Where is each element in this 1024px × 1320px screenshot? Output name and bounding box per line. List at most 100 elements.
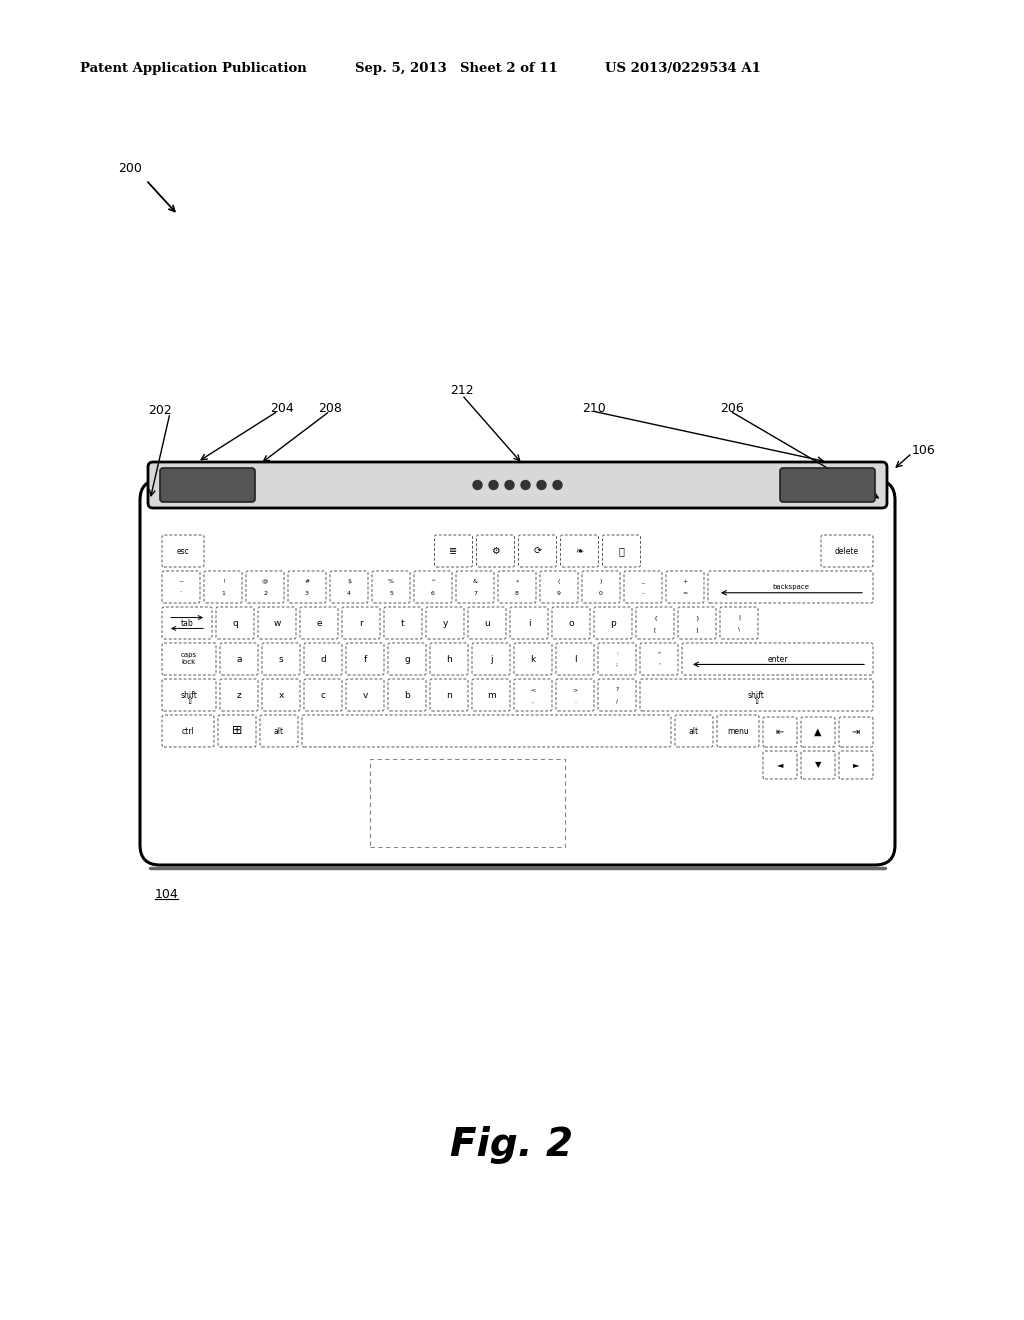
FancyBboxPatch shape <box>514 678 552 711</box>
Text: ⚙: ⚙ <box>492 546 500 556</box>
FancyBboxPatch shape <box>304 678 342 711</box>
FancyBboxPatch shape <box>302 715 671 747</box>
FancyBboxPatch shape <box>162 678 216 711</box>
Text: s: s <box>279 655 284 664</box>
Text: 208: 208 <box>318 401 342 414</box>
Text: ►: ► <box>853 760 859 770</box>
Text: ⟳: ⟳ <box>534 546 542 556</box>
Circle shape <box>473 480 482 490</box>
FancyBboxPatch shape <box>162 643 216 675</box>
Text: :: : <box>616 651 618 656</box>
Text: 0: 0 <box>599 591 603 595</box>
Text: ▲: ▲ <box>814 727 821 737</box>
FancyBboxPatch shape <box>388 643 426 675</box>
FancyBboxPatch shape <box>763 717 797 747</box>
Text: q: q <box>232 619 238 627</box>
FancyBboxPatch shape <box>262 678 300 711</box>
Text: 9: 9 <box>557 591 561 595</box>
Text: +: + <box>682 579 688 583</box>
FancyBboxPatch shape <box>426 607 464 639</box>
Text: c: c <box>321 690 326 700</box>
FancyBboxPatch shape <box>218 715 256 747</box>
Text: ~: ~ <box>178 579 183 583</box>
Text: ≣: ≣ <box>450 546 458 556</box>
Text: w: w <box>273 619 281 627</box>
FancyBboxPatch shape <box>220 643 258 675</box>
FancyBboxPatch shape <box>258 607 296 639</box>
Text: _: _ <box>641 579 644 583</box>
Text: y: y <box>442 619 447 627</box>
Text: 212: 212 <box>450 384 474 396</box>
FancyBboxPatch shape <box>640 678 873 711</box>
Text: ⇤: ⇤ <box>776 727 784 737</box>
FancyBboxPatch shape <box>682 643 873 675</box>
Text: Patent Application Publication: Patent Application Publication <box>80 62 307 75</box>
FancyBboxPatch shape <box>468 607 506 639</box>
FancyBboxPatch shape <box>594 607 632 639</box>
FancyBboxPatch shape <box>434 535 472 568</box>
Text: alt: alt <box>689 726 699 735</box>
Text: 5: 5 <box>389 591 393 595</box>
FancyBboxPatch shape <box>162 572 200 603</box>
Text: ): ) <box>600 579 602 583</box>
Text: 200: 200 <box>118 162 142 176</box>
FancyBboxPatch shape <box>430 678 468 711</box>
Circle shape <box>489 480 498 490</box>
Text: ': ' <box>658 663 659 668</box>
Text: ⌕: ⌕ <box>618 546 625 556</box>
Text: 2: 2 <box>263 591 267 595</box>
Text: <: < <box>530 686 536 692</box>
FancyBboxPatch shape <box>162 607 212 639</box>
Text: h: h <box>446 655 452 664</box>
Circle shape <box>537 480 546 490</box>
FancyBboxPatch shape <box>498 572 536 603</box>
FancyBboxPatch shape <box>220 678 258 711</box>
Text: v: v <box>362 690 368 700</box>
Text: \: \ <box>738 627 740 632</box>
Text: caps
lock: caps lock <box>181 652 197 665</box>
Circle shape <box>505 480 514 490</box>
Text: 206: 206 <box>720 401 743 414</box>
Text: i: i <box>527 619 530 627</box>
Text: ^: ^ <box>430 579 435 583</box>
Text: }: } <box>695 615 699 620</box>
FancyBboxPatch shape <box>216 607 254 639</box>
Text: US 2013/0229534 A1: US 2013/0229534 A1 <box>605 62 761 75</box>
FancyBboxPatch shape <box>262 643 300 675</box>
Text: -: - <box>642 591 644 595</box>
FancyBboxPatch shape <box>346 643 384 675</box>
Text: {: { <box>653 615 657 620</box>
FancyBboxPatch shape <box>839 751 873 779</box>
Text: ⇧: ⇧ <box>753 697 761 706</box>
Text: d: d <box>321 655 326 664</box>
FancyBboxPatch shape <box>162 715 214 747</box>
FancyBboxPatch shape <box>598 643 636 675</box>
Text: ▼: ▼ <box>815 760 821 770</box>
FancyBboxPatch shape <box>839 717 873 747</box>
FancyBboxPatch shape <box>140 480 895 865</box>
FancyBboxPatch shape <box>624 572 662 603</box>
Text: ,: , <box>532 698 534 704</box>
FancyBboxPatch shape <box>675 715 713 747</box>
Text: #: # <box>304 579 309 583</box>
Text: 6: 6 <box>431 591 435 595</box>
FancyBboxPatch shape <box>552 607 590 639</box>
Text: |: | <box>738 615 740 620</box>
Text: 202: 202 <box>148 404 172 417</box>
Text: ❧: ❧ <box>575 546 584 556</box>
Text: menu: menu <box>727 726 749 735</box>
Text: l: l <box>573 655 577 664</box>
Circle shape <box>553 480 562 490</box>
Text: ⇥: ⇥ <box>852 727 860 737</box>
FancyBboxPatch shape <box>510 607 548 639</box>
Text: shift: shift <box>749 690 765 700</box>
Text: [: [ <box>653 627 656 632</box>
Text: alt: alt <box>274 726 284 735</box>
Text: n: n <box>446 690 452 700</box>
Text: /: / <box>616 698 618 704</box>
Text: ⊞: ⊞ <box>231 725 243 738</box>
FancyBboxPatch shape <box>430 643 468 675</box>
FancyBboxPatch shape <box>560 535 598 568</box>
Text: 104: 104 <box>155 888 179 902</box>
FancyBboxPatch shape <box>780 469 874 502</box>
